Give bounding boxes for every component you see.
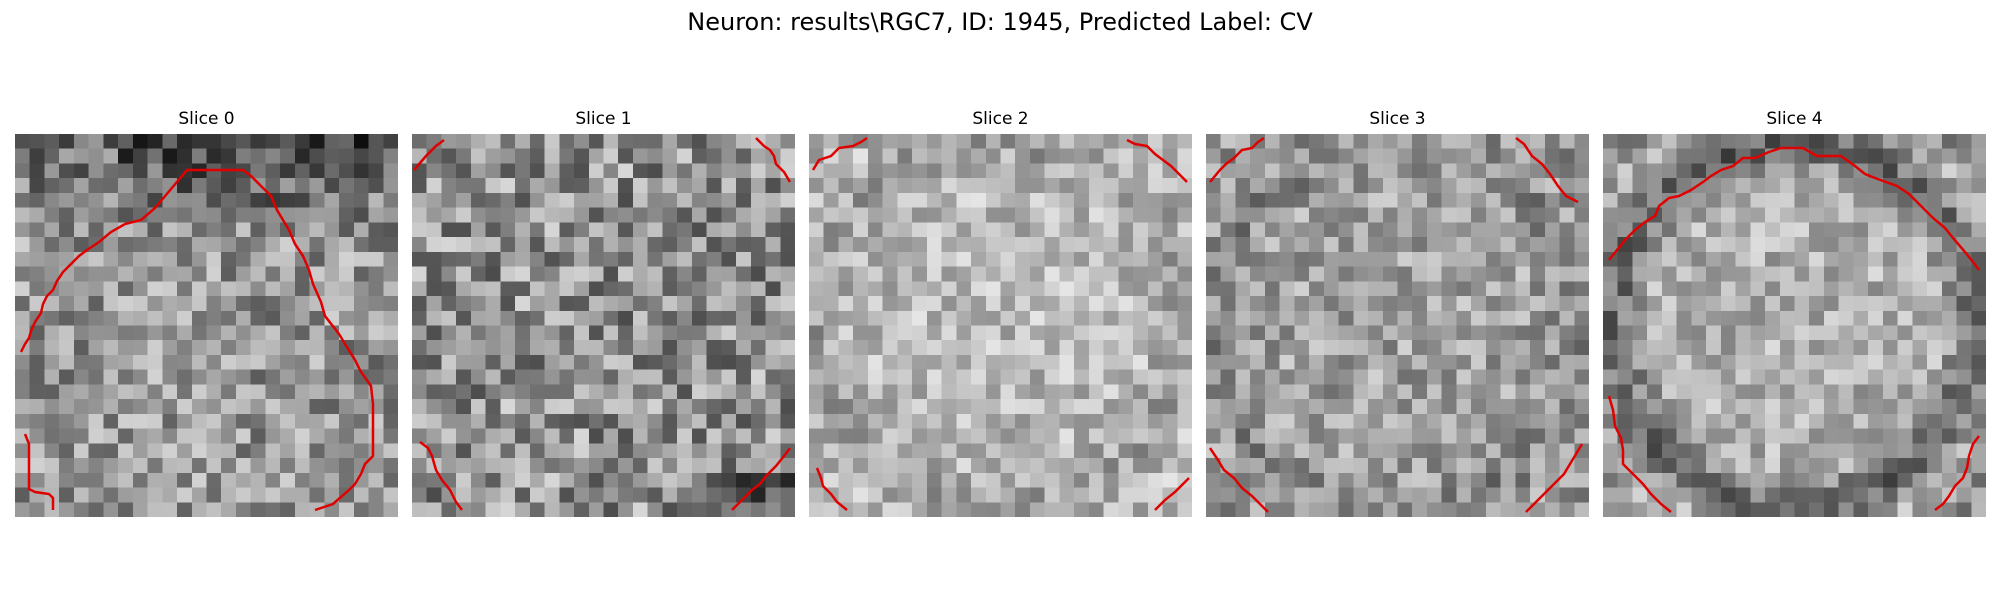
slice-panel-3: Slice 3: [1206, 108, 1589, 518]
slice-title-2: Slice 2: [972, 109, 1029, 129]
slice-title-3: Slice 3: [1369, 109, 1426, 129]
slice-image-4: [1603, 134, 1986, 517]
slice-title-1: Slice 1: [575, 109, 632, 129]
slice-image-3: [1206, 134, 1589, 517]
slice-panel-2: Slice 2: [809, 108, 1192, 518]
slice-title-0: Slice 0: [178, 109, 235, 129]
slice-panel-4: Slice 4: [1603, 108, 1986, 518]
slice-panel-0: Slice 0: [15, 108, 398, 518]
figure-title: Neuron: results\RGC7, ID: 1945, Predicte…: [687, 8, 1313, 36]
slice-title-4: Slice 4: [1766, 109, 1823, 129]
slice-panel-1: Slice 1: [412, 108, 795, 518]
slice-image-0: [15, 134, 398, 517]
slice-image-1: [412, 134, 795, 517]
slice-image-2: [809, 134, 1192, 517]
